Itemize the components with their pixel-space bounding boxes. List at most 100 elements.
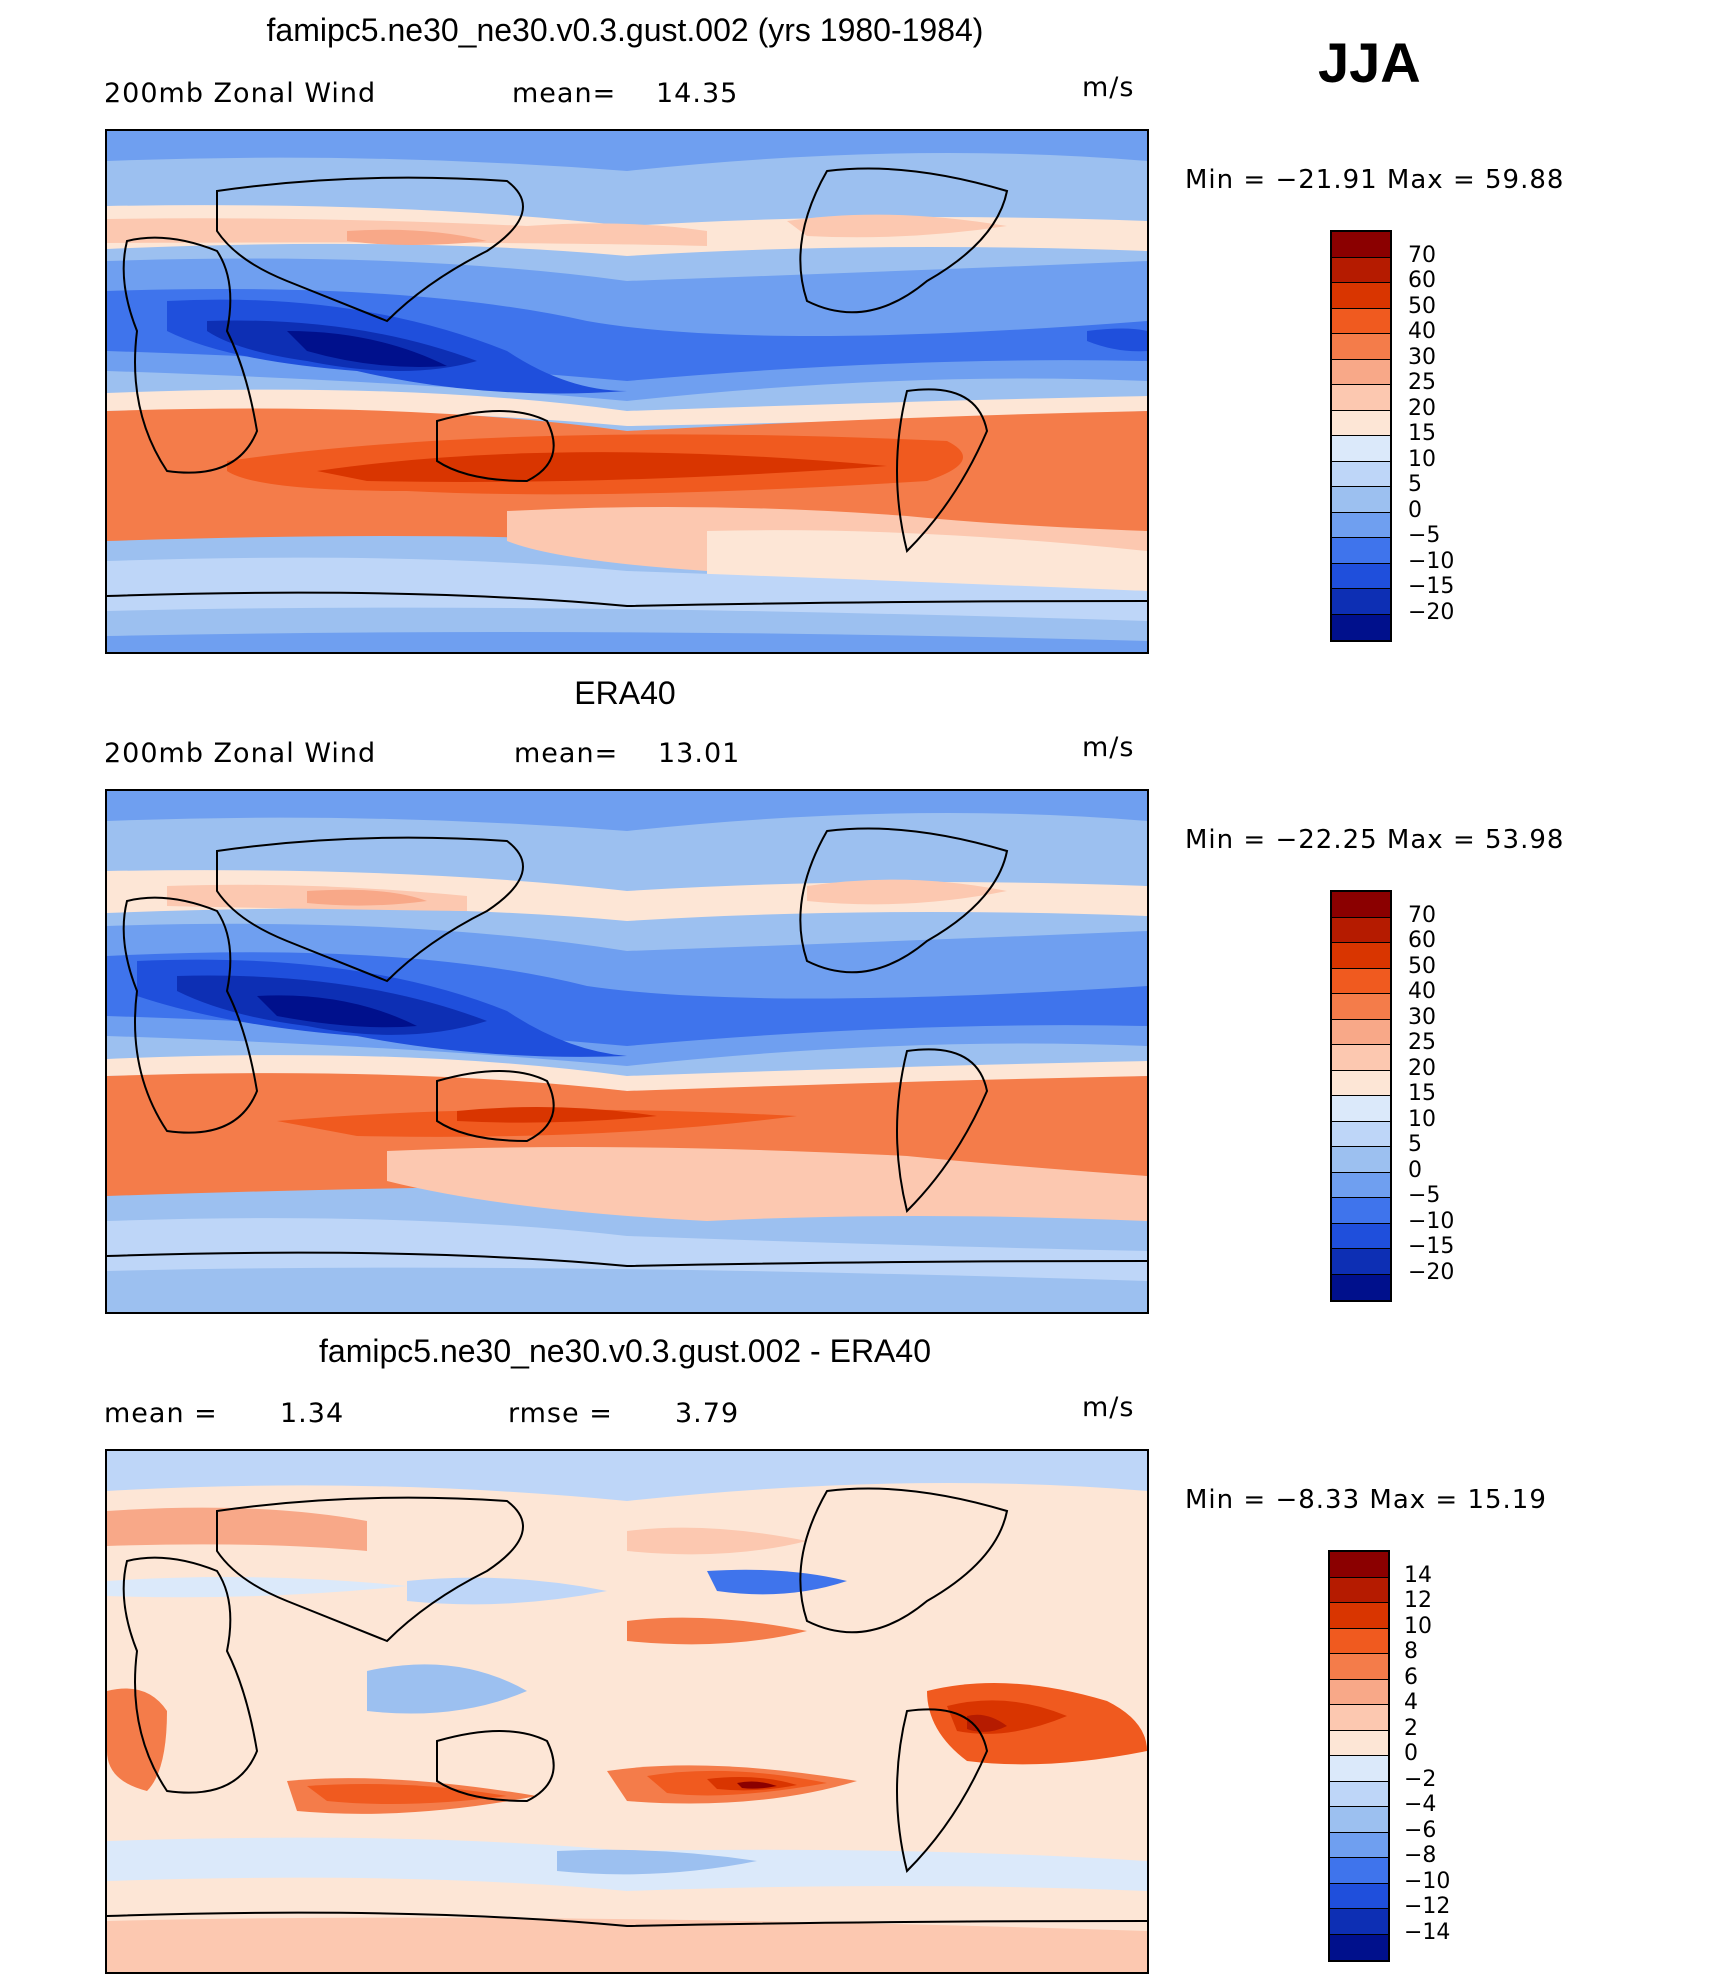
colorbar-swatch [1332,1045,1390,1071]
colorbar-tick-label: −5 [1408,523,1441,548]
colorbar-tick-label: 70 [1408,902,1436,928]
panel3-title: famipc5.ne30_ne30.v0.3.gust.002 - ERA40 [319,1333,931,1369]
colorbar-swatch [1332,1198,1390,1224]
colorbar-swatch [1330,1628,1388,1654]
panel3-contour-field [107,1451,1147,1972]
colorbar-swatch [1332,892,1390,918]
colorbar-tick-label: 0 [1408,1157,1422,1183]
panel1-variable-label: 200mb Zonal Wind [104,78,377,109]
colorbar-swatch [1332,308,1390,334]
panel1-contour-field [107,131,1147,652]
colorbar-swatch [1332,1249,1390,1275]
panel1-minmax: Min = −21.91 Max = 59.88 [1185,165,1565,195]
colorbar-swatch [1332,589,1390,615]
panel3-colorbar [1328,1550,1390,1962]
colorbar-swatch [1332,1223,1390,1249]
colorbar-tick-label: −8 [1404,1843,1437,1868]
colorbar-swatch [1332,968,1390,994]
colorbar-swatch [1332,257,1390,283]
panel3-units: m/s [1082,1392,1135,1423]
colorbar-tick-label: 10 [1404,1613,1432,1639]
colorbar-swatch [1330,1654,1388,1680]
colorbar-swatch [1332,461,1390,487]
colorbar-swatch [1332,1147,1390,1173]
colorbar-swatch [1332,1121,1390,1147]
panel2-map [105,789,1149,1314]
colorbar-swatch [1330,1603,1388,1629]
colorbar-tick-label: 70 [1408,242,1436,268]
colorbar-tick-label: 8 [1404,1639,1418,1664]
colorbar-tick-label: −6 [1404,1817,1437,1843]
colorbar-swatch [1332,538,1390,564]
colorbar-tick-label: −15 [1408,574,1455,599]
colorbar-tick-label: 10 [1408,446,1436,472]
colorbar-tick-label: −20 [1408,1259,1455,1285]
colorbar-swatch [1332,917,1390,943]
panel2-mean-value: 13.01 [658,738,741,769]
panel2-title: ERA40 [574,675,676,711]
colorbar-tick-label: 40 [1408,979,1436,1004]
panel3-rmse-label: rmse = [508,1398,613,1429]
colorbar-tick-label: 10 [1408,1106,1436,1132]
panel2-contour-field [107,791,1147,1312]
colorbar-swatch [1332,1019,1390,1045]
panel1-map [105,129,1149,654]
colorbar-tick-label: 30 [1408,1004,1436,1030]
colorbar-tick-label: −10 [1408,548,1455,574]
colorbar-tick-label: −10 [1408,1208,1455,1234]
colorbar-tick-label: −12 [1404,1894,1451,1919]
season-label: JJA [1318,31,1421,94]
colorbar-tick-label: 4 [1404,1690,1418,1715]
colorbar-tick-label: 20 [1408,395,1436,421]
colorbar-tick-label: −14 [1404,1919,1451,1945]
colorbar-swatch [1332,1070,1390,1096]
colorbar-tick-label: −20 [1408,599,1455,625]
colorbar-swatch [1332,994,1390,1020]
colorbar-swatch [1332,283,1390,309]
colorbar-swatch [1330,1577,1388,1603]
colorbar-tick-label: 12 [1404,1588,1432,1613]
panel2-units: m/s [1082,732,1135,763]
colorbar-tick-label: 0 [1408,497,1422,523]
colorbar-swatch [1332,410,1390,436]
colorbar-tick-label: 50 [1408,293,1436,319]
colorbar-swatch [1332,334,1390,360]
colorbar-swatch [1332,1096,1390,1122]
panel1-units: m/s [1082,72,1135,103]
colorbar-tick-label: 0 [1404,1741,1418,1766]
colorbar-swatch [1330,1730,1388,1756]
colorbar-swatch [1332,359,1390,385]
panel1-colorbar-labels: 70 60 50 40 30 25 20 15 10 5 0 −5 −10 −15 −20 [1408,230,1488,642]
colorbar-swatch [1332,563,1390,589]
colorbar-tick-label: −4 [1404,1792,1437,1817]
panel1-title: famipc5.ne30_ne30.v0.3.gust.002 (yrs 198… [266,12,984,48]
colorbar-swatch [1330,1781,1388,1807]
colorbar-swatch [1330,1679,1388,1705]
colorbar-tick-label: −10 [1404,1868,1451,1894]
colorbar-tick-label: 6 [1404,1664,1418,1690]
colorbar-swatch [1330,1552,1388,1578]
colorbar-tick-label: −15 [1408,1234,1455,1259]
panel3-rmse-value: 3.79 [675,1398,740,1429]
panel1-mean-label: mean= [512,78,617,109]
colorbar-tick-label: 14 [1404,1562,1432,1588]
colorbar-tick-label: −5 [1408,1183,1441,1208]
colorbar-swatch [1330,1756,1388,1782]
panel2-colorbar [1330,890,1392,1302]
colorbar-tick-label: 60 [1408,268,1436,293]
panel2-variable-label: 200mb Zonal Wind [104,738,377,769]
colorbar-swatch [1332,436,1390,462]
panel2-minmax: Min = −22.25 Max = 53.98 [1185,825,1565,855]
panel2-colorbar-labels: 70 60 50 40 30 25 20 15 10 5 0 −5 −10 −15 −20 [1408,890,1488,1302]
colorbar-swatch [1330,1909,1388,1935]
colorbar-tick-label: 50 [1408,953,1436,979]
colorbar-tick-label: 60 [1408,928,1436,953]
panel3-mean-value: 1.34 [280,1398,345,1429]
colorbar-tick-label: 30 [1408,344,1436,370]
colorbar-swatch [1332,385,1390,411]
colorbar-tick-label: 15 [1408,1081,1436,1106]
colorbar-swatch [1332,512,1390,538]
colorbar-tick-label: 5 [1408,1132,1422,1157]
colorbar-swatch [1332,487,1390,513]
panel3-colorbar-labels: 14 12 10 8 6 4 2 0 −2 −4 −6 −8 −10 −12 −14 [1404,1550,1484,1962]
